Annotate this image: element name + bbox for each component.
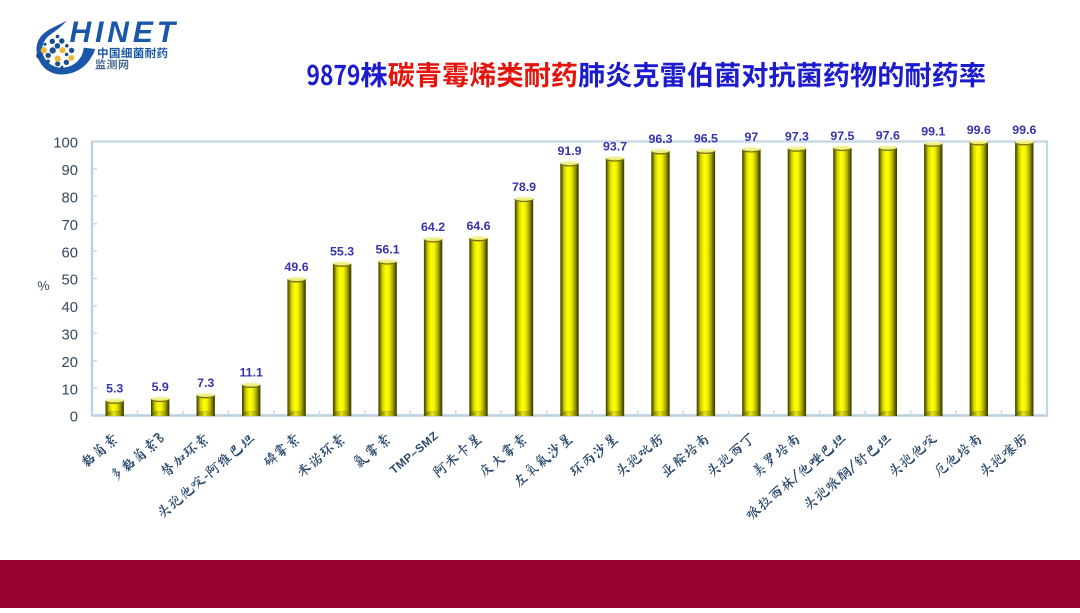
svg-text:56.1: 56.1 — [376, 242, 400, 256]
svg-text:90: 90 — [62, 163, 78, 179]
svg-text:5.9: 5.9 — [152, 380, 169, 394]
svg-text:%: % — [37, 278, 51, 294]
svg-text:HINET: HINET — [70, 16, 180, 49]
svg-text:70: 70 — [62, 218, 78, 234]
svg-text:10: 10 — [62, 382, 78, 398]
svg-text:96.5: 96.5 — [694, 132, 718, 146]
svg-text:11.1: 11.1 — [239, 366, 263, 380]
svg-text:97: 97 — [745, 130, 759, 144]
svg-text:40: 40 — [62, 300, 78, 316]
svg-text:100: 100 — [53, 136, 78, 152]
svg-text:55.3: 55.3 — [330, 245, 354, 259]
svg-text:20: 20 — [62, 355, 78, 371]
svg-text:64.2: 64.2 — [421, 220, 445, 234]
svg-text:99.6: 99.6 — [967, 123, 991, 137]
svg-text:30: 30 — [62, 328, 78, 344]
svg-text:99.6: 99.6 — [1012, 123, 1036, 137]
svg-text:80: 80 — [62, 191, 78, 207]
svg-text:97.5: 97.5 — [830, 129, 854, 143]
svg-text:5.3: 5.3 — [106, 382, 123, 396]
svg-text:93.7: 93.7 — [603, 139, 627, 153]
svg-text:99.1: 99.1 — [921, 125, 945, 139]
svg-text:78.9: 78.9 — [512, 180, 536, 194]
svg-text:60: 60 — [62, 245, 78, 261]
svg-text:97.6: 97.6 — [876, 129, 900, 143]
svg-text:64.6: 64.6 — [466, 219, 490, 233]
svg-text:7.3: 7.3 — [197, 376, 214, 390]
svg-text:91.9: 91.9 — [557, 144, 581, 158]
svg-text:97.3: 97.3 — [785, 129, 809, 143]
svg-text:96.3: 96.3 — [648, 132, 672, 146]
svg-text:50: 50 — [62, 273, 78, 289]
svg-text:0: 0 — [70, 410, 78, 426]
svg-text:49.6: 49.6 — [285, 260, 309, 274]
